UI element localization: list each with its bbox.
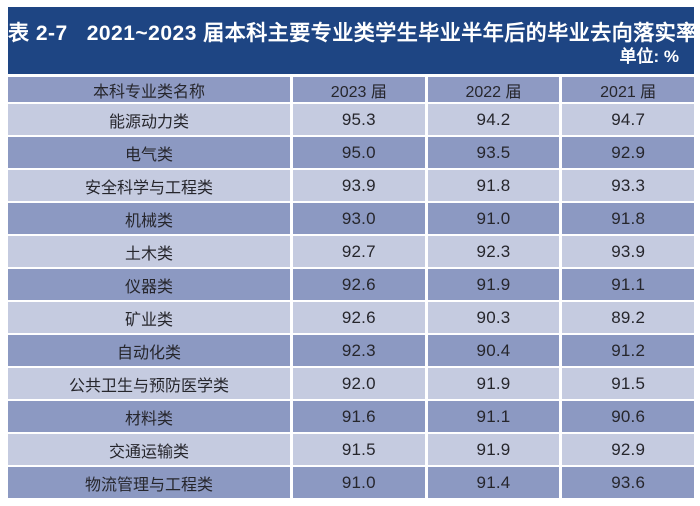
table-row: 材料类 91.6 91.1 90.6 [8,401,694,432]
rate-cell-2023: 91.0 [293,467,425,498]
table-row: 电气类 95.0 93.5 92.9 [8,137,694,168]
rate-cell-2022: 91.0 [427,203,560,234]
rate-cell-2022: 91.9 [427,434,560,465]
rate-cell-2021: 90.6 [562,401,694,432]
table-title-bar: 表 2-7 2021~2023 届本科主要专业类学生毕业半年后的毕业去向落实率 … [8,7,698,74]
table-row: 公共卫生与预防医学类 92.0 91.9 91.5 [8,368,694,399]
rate-cell-2022: 91.9 [427,269,560,300]
rate-cell-2021: 89.2 [562,302,694,333]
employment-rate-table: 表 2-7 2021~2023 届本科主要专业类学生毕业半年后的毕业去向落实率 … [8,7,698,498]
rate-cell-2021: 92.9 [562,137,694,168]
rate-cell-2022: 91.1 [427,401,560,432]
column-header-2022: 2022 届 [427,77,560,102]
table-row: 矿业类 92.6 90.3 89.2 [8,302,694,333]
rate-cell-2021: 91.8 [562,203,694,234]
rate-cell-2022: 91.4 [427,467,560,498]
rate-cell-2021: 91.1 [562,269,694,300]
rate-cell-2022: 91.8 [427,170,560,201]
major-name-cell: 材料类 [8,401,290,432]
rate-cell-2023: 92.6 [293,269,425,300]
rate-cell-2021: 93.9 [562,236,694,267]
rate-cell-2023: 92.0 [293,368,425,399]
table-row: 机械类 93.0 91.0 91.8 [8,203,694,234]
unit-label: 单位: % [619,47,680,66]
major-name-cell: 电气类 [8,137,290,168]
rate-cell-2022: 90.3 [427,302,560,333]
table-body: 能源动力类 95.3 94.2 94.7 电气类 95.0 93.5 92.9 … [8,104,694,498]
rate-cell-2023: 95.3 [293,104,425,135]
major-name-cell: 公共卫生与预防医学类 [8,368,290,399]
rate-cell-2023: 93.9 [293,170,425,201]
rate-cell-2021: 94.7 [562,104,694,135]
major-name-cell: 安全科学与工程类 [8,170,290,201]
rate-cell-2023: 92.6 [293,302,425,333]
table-row: 物流管理与工程类 91.0 91.4 93.6 [8,467,694,498]
table-row: 交通运输类 91.5 91.9 92.9 [8,434,694,465]
rate-cell-2023: 92.7 [293,236,425,267]
major-name-cell: 自动化类 [8,335,290,366]
rate-cell-2022: 92.3 [427,236,560,267]
rate-cell-2022: 94.2 [427,104,560,135]
rate-cell-2023: 91.5 [293,434,425,465]
table-row: 自动化类 92.3 90.4 91.2 [8,335,694,366]
rate-cell-2022: 91.9 [427,368,560,399]
major-name-cell: 交通运输类 [8,434,290,465]
rate-cell-2021: 93.6 [562,467,694,498]
major-name-cell: 仪器类 [8,269,290,300]
rate-cell-2023: 93.0 [293,203,425,234]
rate-cell-2022: 90.4 [427,335,560,366]
rate-cell-2021: 91.2 [562,335,694,366]
rate-cell-2021: 91.5 [562,368,694,399]
rate-cell-2022: 93.5 [427,137,560,168]
rate-cell-2023: 95.0 [293,137,425,168]
major-name-cell: 土木类 [8,236,290,267]
rate-cell-2023: 91.6 [293,401,425,432]
column-header-2023: 2023 届 [293,77,425,102]
table-row: 仪器类 92.6 91.9 91.1 [8,269,694,300]
major-name-cell: 机械类 [8,203,290,234]
rate-cell-2021: 92.9 [562,434,694,465]
table-row: 能源动力类 95.3 94.2 94.7 [8,104,694,135]
column-header-2021: 2021 届 [562,77,694,102]
table-header-row: 本科专业类名称 2023 届 2022 届 2021 届 [8,77,694,102]
rate-cell-2023: 92.3 [293,335,425,366]
table-row: 安全科学与工程类 93.9 91.8 93.3 [8,170,694,201]
table-title: 表 2-7 2021~2023 届本科主要专业类学生毕业半年后的毕业去向落实率 [8,22,698,45]
table-row: 土木类 92.7 92.3 93.9 [8,236,694,267]
column-header-major-name: 本科专业类名称 [8,77,290,102]
rate-cell-2021: 93.3 [562,170,694,201]
major-name-cell: 矿业类 [8,302,290,333]
major-name-cell: 物流管理与工程类 [8,467,290,498]
major-name-cell: 能源动力类 [8,104,290,135]
